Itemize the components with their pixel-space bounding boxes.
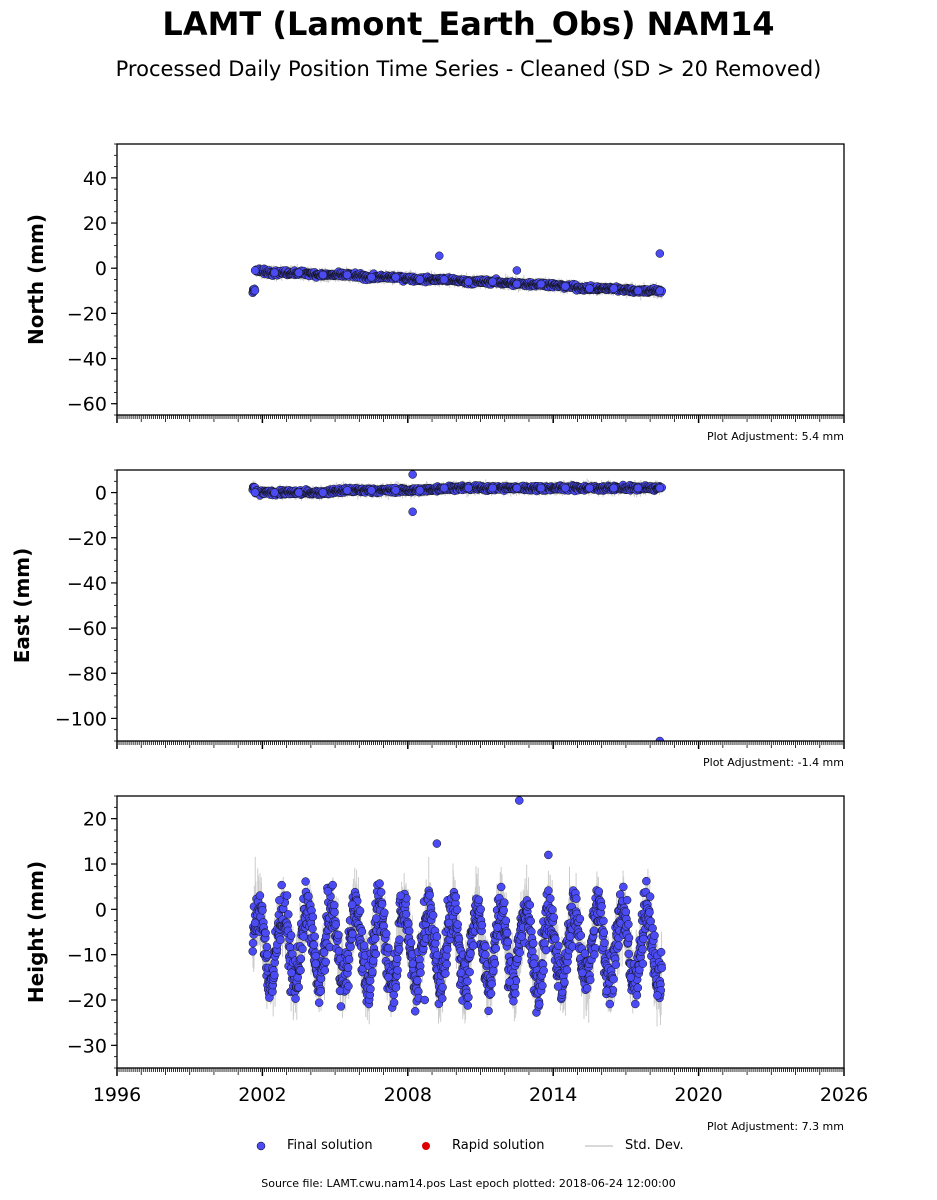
y-tick-label: 20 [83, 213, 107, 235]
panel-1-frame [116, 469, 845, 742]
y-tick-label: 0 [95, 258, 107, 280]
chart-subtitle: Processed Daily Position Time Series - C… [115, 57, 822, 81]
data-point [367, 486, 376, 495]
daily-point [250, 286, 260, 295]
panel-0-cloud [248, 263, 667, 301]
data-point [439, 275, 449, 284]
y-tick-label: −20 [67, 303, 107, 325]
data-point [655, 249, 665, 258]
data-point [342, 270, 352, 280]
data-point [294, 268, 303, 277]
data-point [655, 286, 665, 296]
data-point [415, 486, 425, 495]
data-point [488, 483, 497, 493]
data-point [585, 284, 594, 293]
data-point [294, 488, 303, 497]
data-point [488, 277, 497, 287]
data-point [655, 483, 665, 493]
plot-adjustment-note: Plot Adjustment: 5.4 mm [707, 430, 844, 443]
panel-1-cloud [248, 478, 667, 501]
data-point [391, 272, 400, 282]
data-point [633, 483, 643, 493]
data-point [536, 279, 546, 289]
data-point [464, 277, 473, 287]
data-point [439, 483, 449, 493]
data-point [512, 483, 522, 493]
y-axis-label: East (mm) [10, 548, 34, 664]
data-point [561, 282, 570, 291]
data-point [512, 279, 522, 289]
data-point [408, 470, 417, 479]
y-tick-label: −40 [67, 573, 107, 595]
data-point [342, 486, 352, 495]
data-point [435, 251, 444, 261]
data-point [512, 266, 522, 275]
y-axis-label: North (mm) [24, 214, 48, 345]
chart-title: LAMT (Lamont_Earth_Obs) NAM14 [162, 5, 775, 43]
data-point [270, 488, 279, 497]
y-tick-label: −60 [67, 394, 107, 416]
data-point [536, 483, 546, 493]
data-point [367, 272, 376, 282]
data-point [585, 483, 594, 493]
data-point [561, 483, 570, 493]
y-tick-label: −80 [67, 663, 107, 685]
data-point [609, 483, 619, 493]
y-tick-label: −60 [67, 618, 107, 640]
data-point [250, 488, 260, 497]
data-point [415, 275, 425, 284]
data-point [655, 736, 665, 741]
data-point [633, 286, 643, 296]
y-tick-label: −100 [55, 708, 107, 730]
data-point [270, 268, 279, 277]
data-point [464, 483, 473, 493]
data-point [250, 266, 260, 275]
data-point [609, 284, 619, 293]
data-point [318, 270, 328, 280]
plot-adjustment-note: Plot Adjustment: -1.4 mm [703, 756, 844, 769]
y-tick-label: −40 [67, 349, 107, 371]
y-tick-label: 40 [83, 168, 107, 190]
y-tick-label: 0 [95, 483, 107, 505]
panel-2-cloud [248, 856, 667, 1027]
data-point [408, 507, 417, 517]
data-point [391, 486, 400, 495]
y-tick-label: −20 [67, 528, 107, 550]
data-point [318, 488, 328, 497]
